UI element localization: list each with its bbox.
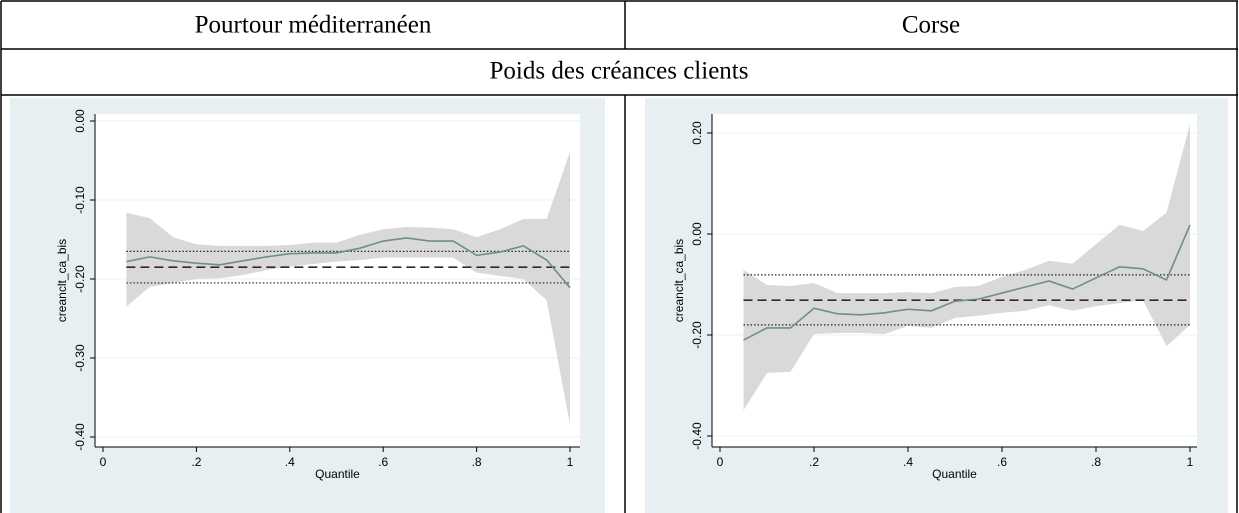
y-tick-label: -0.30 — [73, 344, 87, 372]
estimate-line — [743, 224, 1191, 341]
x-tick-label: .2 — [191, 455, 201, 469]
x-tick-label: .6 — [378, 455, 388, 469]
y-tick-label: 0.20 — [690, 121, 704, 145]
y-tick-label: -0.20 — [73, 265, 87, 293]
x-tick-label: .8 — [472, 455, 482, 469]
confidence-band — [743, 123, 1190, 411]
x-axis-label: Quantile — [315, 467, 360, 481]
x-tick-label: .8 — [1091, 455, 1101, 469]
x-tick-label: 1 — [1187, 455, 1194, 469]
chart: -0.40 -0.30 -0.20 -0.10 0.00 0 .2 .4 .6 .8 1 Quanti… — [10, 98, 605, 513]
y-axis-label: creanclt_ca_bis — [672, 239, 686, 322]
chart: -0.40 -0.20 0.00 0.20 0 .2 .4 .6 .8 1 Quantile crea… — [645, 98, 1228, 513]
x-tick-label: .6 — [997, 455, 1007, 469]
column-header: Pourtour méditerranéen — [195, 12, 432, 39]
y-axis-label: creanclt_ca_bis — [55, 239, 69, 322]
x-tick-label: .4 — [903, 455, 913, 469]
x-axis-label: Quantile — [932, 467, 977, 481]
y-tick-label: -0.40 — [73, 423, 87, 451]
x-tick-label: 0 — [717, 455, 724, 469]
y-tick-label: 0.00 — [73, 109, 87, 133]
y-tick-label: 0.00 — [690, 222, 704, 246]
y-tick-label: -0.40 — [690, 422, 704, 450]
y-tick-label: -0.20 — [690, 321, 704, 349]
column-header: Corse — [902, 12, 960, 39]
estimate-line — [126, 237, 571, 289]
x-tick-label: .2 — [809, 455, 819, 469]
x-tick-label: 1 — [567, 455, 574, 469]
row-header: Poids des créances clients — [490, 58, 749, 85]
x-tick-label: .4 — [285, 455, 295, 469]
y-tick-label: -0.10 — [73, 186, 87, 214]
x-tick-label: 0 — [100, 455, 107, 469]
